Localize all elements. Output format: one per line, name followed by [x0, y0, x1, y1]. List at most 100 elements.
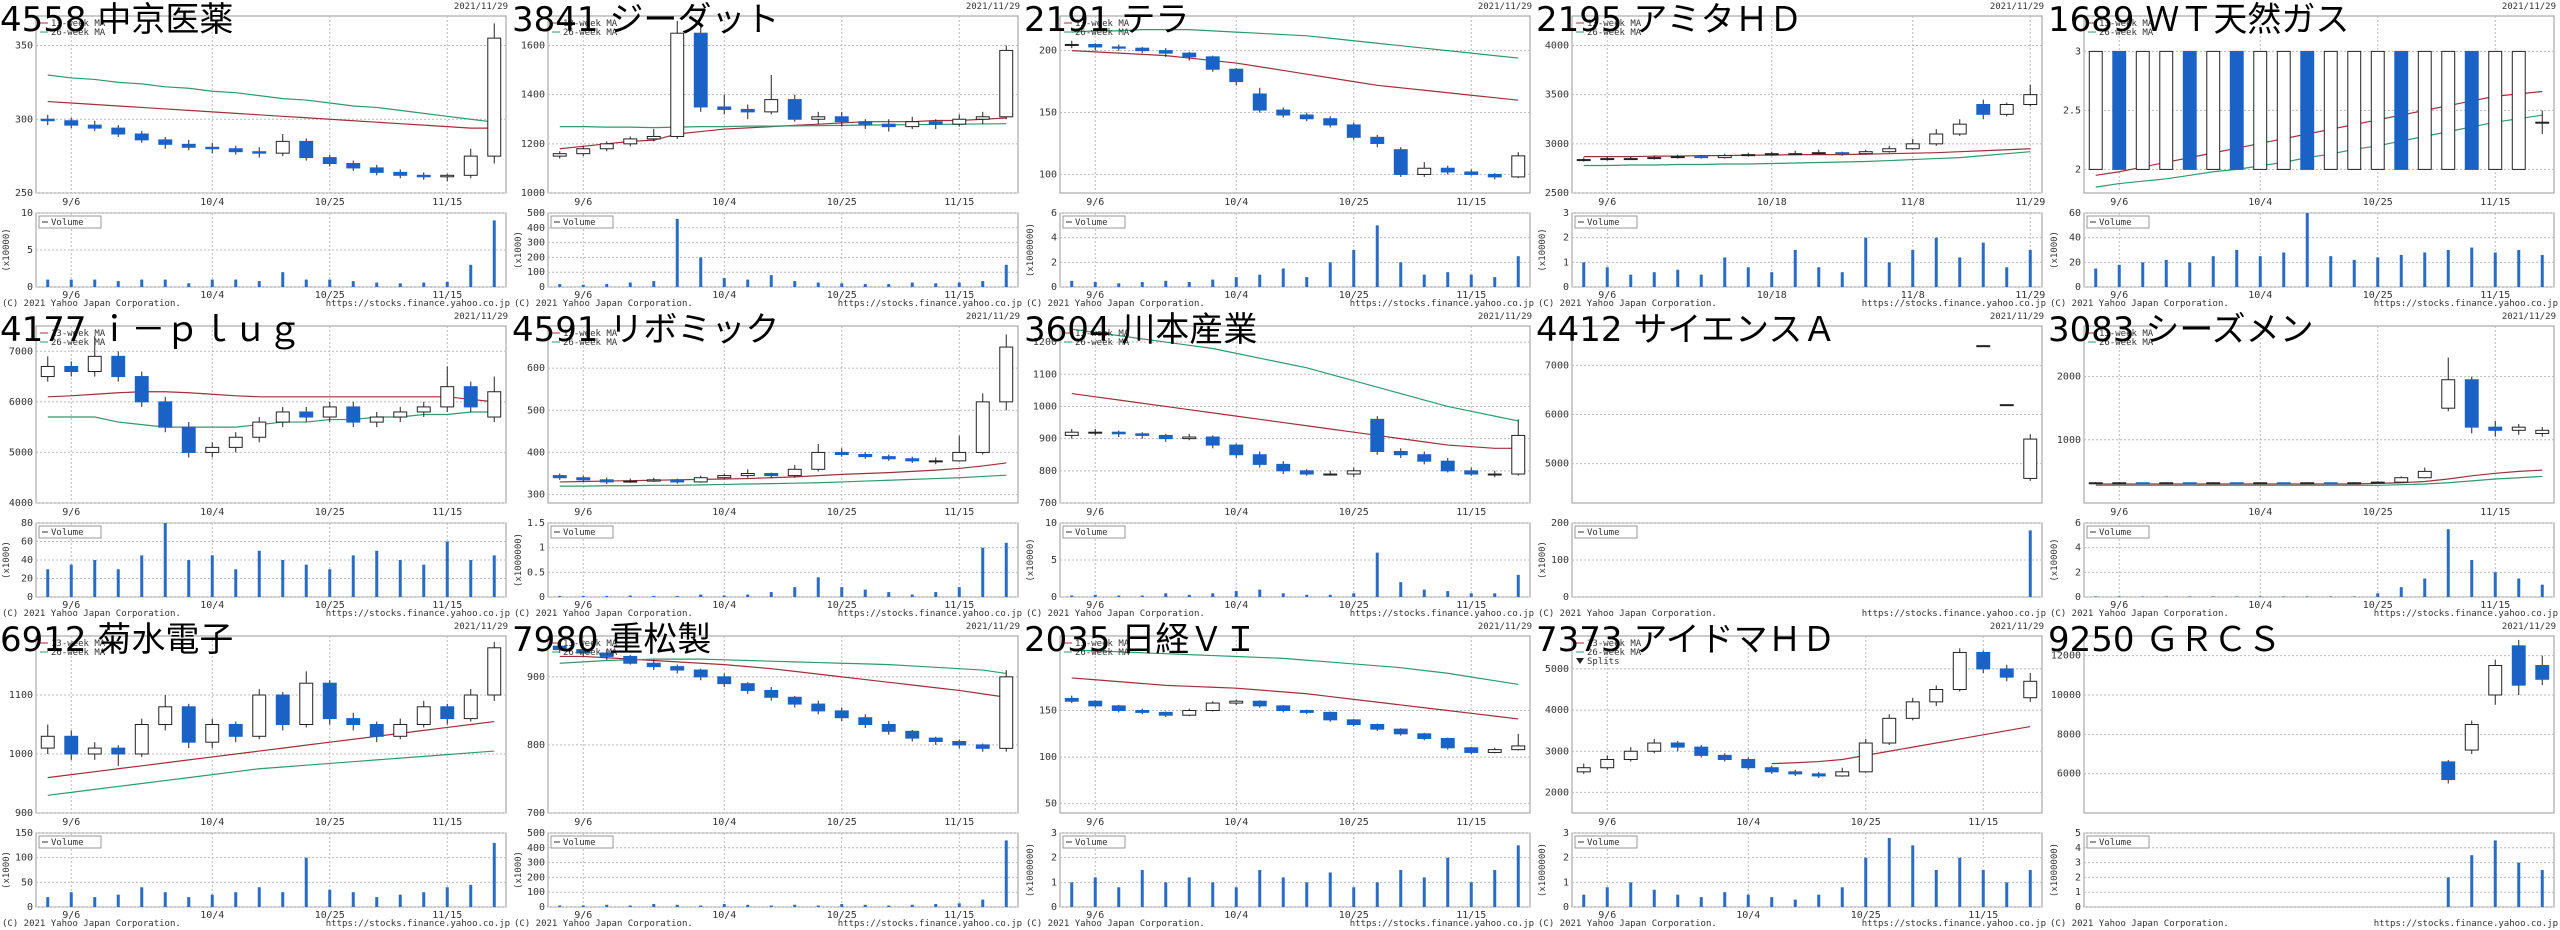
- volume-bar: [887, 592, 891, 597]
- volume-y-tick-label: 60: [2069, 208, 2081, 219]
- candle-body: [717, 475, 732, 479]
- source-url: https://stocks.finance.yahoo.co.jp: [1350, 609, 1534, 619]
- volume-bar: [1187, 282, 1191, 287]
- volume-bar: [1652, 272, 1656, 287]
- candle-body: [2023, 680, 2038, 699]
- volume-y-tick-label: 3: [1051, 828, 1057, 839]
- volume-bar: [210, 555, 214, 597]
- candle-body: [1464, 470, 1479, 475]
- volume-bar: [2470, 247, 2474, 287]
- candle-body: [1111, 46, 1126, 49]
- y-tick-label: 1200: [521, 139, 545, 150]
- candle-body: [228, 724, 243, 737]
- volume-bar: [1211, 593, 1215, 597]
- stock-title: 2191 テラ: [1024, 0, 1189, 40]
- copyright: (C) 2021 Yahoo Japan Corporation.: [2, 299, 181, 309]
- x-tick-label: 9/6: [574, 197, 592, 208]
- volume-bar: [351, 281, 355, 287]
- stock-title: 3083 シーズメン: [2048, 310, 2314, 350]
- volume-bar: [1164, 593, 1168, 597]
- volume-bar: [69, 279, 73, 287]
- y-tick-label: 400: [527, 447, 545, 458]
- volume-bar: [187, 897, 191, 907]
- x-tick-label: 11/15: [432, 817, 462, 828]
- date: 2021/11/29: [1990, 2, 2044, 12]
- candle-body: [1976, 104, 1991, 115]
- volume-legend-label: Volume: [1587, 218, 1620, 228]
- volume-bar: [1770, 897, 1774, 907]
- candle-body: [881, 123, 896, 128]
- candle-body: [740, 473, 755, 477]
- volume-y-tick-label: 0: [1563, 902, 1569, 913]
- volume-bar: [2282, 596, 2286, 597]
- x-tick-label: 10/25: [2363, 507, 2393, 518]
- volume-y-tick-label: 1: [539, 543, 545, 554]
- y-tick-label: 300: [15, 114, 33, 125]
- y-tick-label: 1200: [1033, 337, 1057, 348]
- source-url: https://stocks.finance.yahoo.co.jp: [838, 919, 1022, 929]
- volume-bar: [1840, 272, 1844, 287]
- x-tick-label: 10/4: [1224, 197, 1248, 208]
- stock-panel: 9/69/610/410/410/2510/2511/1511/15100012…: [512, 0, 1024, 310]
- volume-bar: [2540, 870, 2544, 907]
- candle-body: [487, 37, 502, 157]
- candle-body: [1111, 705, 1126, 712]
- candle-body: [1764, 153, 1779, 156]
- candle-body: [1670, 156, 1685, 159]
- volume-y-tick-label: 80: [21, 518, 33, 529]
- source-url: https://stocks.finance.yahoo.co.jp: [326, 919, 510, 929]
- volume-bar: [1422, 877, 1426, 907]
- source-url: https://stocks.finance.yahoo.co.jp: [326, 299, 510, 309]
- volume-bar: [769, 275, 773, 287]
- candle-body: [1647, 742, 1662, 752]
- stock-panel: 9/6 9/6 10/4 10/4 10/25 10/25 11/15 11/15 100 150…: [1024, 0, 1536, 310]
- ma-line: [1583, 148, 2031, 158]
- copyright: (C) 2021 Yahoo Japan Corporation.: [1026, 919, 1205, 929]
- x-tick-label: 10/4: [1736, 817, 1760, 828]
- volume-bar: [1352, 250, 1356, 287]
- x-tick-label: 9/6: [1086, 507, 1104, 518]
- candle-body: [346, 163, 361, 169]
- candle-body: [881, 456, 896, 460]
- x-tick-label: 11/15: [944, 600, 974, 611]
- volume-bar: [351, 892, 355, 907]
- candle-body: [1158, 711, 1173, 716]
- candle-body: [2535, 665, 2550, 680]
- x-tick-label: 10/25: [827, 817, 857, 828]
- candle-body: [1417, 167, 1432, 175]
- x-tick-label: 9/6: [62, 197, 80, 208]
- volume-bar: [1746, 267, 1750, 287]
- volume-bar: [1117, 595, 1121, 597]
- volume-legend-box: [1574, 835, 1638, 849]
- x-tick-label: 11/15: [944, 910, 974, 921]
- candle-body: [2347, 482, 2362, 485]
- volume-bar: [1281, 877, 1285, 907]
- candle-body: [1370, 136, 1385, 144]
- volume-bar: [257, 550, 261, 597]
- volume-bar: [328, 889, 332, 907]
- x-tick-label: 10/4: [1224, 507, 1248, 518]
- candle-body: [440, 706, 455, 720]
- copyright: (C) 2021 Yahoo Japan Corporation.: [2, 919, 181, 929]
- candle-body: [1088, 431, 1103, 434]
- volume-bar: [981, 547, 985, 597]
- stock-title: 2195 アミタＨＤ: [1536, 0, 1803, 40]
- x-tick-label: 9/6: [62, 600, 80, 611]
- candle-body: [975, 401, 990, 453]
- x-tick-label: 11/15: [2480, 197, 2510, 208]
- y-tick-label: 5000: [1545, 459, 1569, 470]
- volume-bar: [1981, 870, 1985, 907]
- date: 2021/11/29: [1990, 312, 2044, 322]
- candle-body: [764, 99, 779, 113]
- price-plot-frame: [1059, 15, 1531, 194]
- y-tick-label: 2000: [1545, 787, 1569, 798]
- candle-body: [1135, 47, 1150, 52]
- x-tick-label: 11/15: [432, 507, 462, 518]
- volume-y-tick-label: 1: [2075, 887, 2081, 898]
- x-tick-label: 10/4: [200, 910, 224, 921]
- candle-body: [2206, 50, 2221, 170]
- ma-line: [559, 474, 1007, 487]
- volume-plot-frame: [2083, 522, 2555, 598]
- volume-y-tick-label: 1: [1563, 257, 1569, 268]
- volume-y-tick-label: 60: [21, 537, 33, 548]
